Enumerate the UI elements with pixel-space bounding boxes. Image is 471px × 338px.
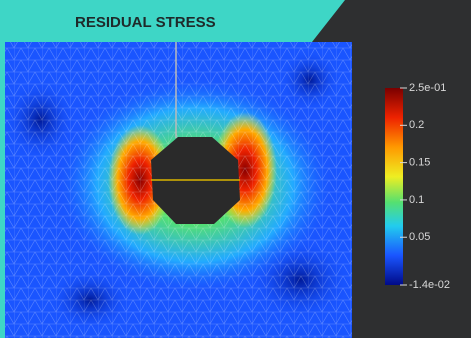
accent-strip — [0, 0, 5, 338]
colorbar-tick-label: 0.2 — [409, 119, 424, 131]
title: RESIDUAL STRESS — [75, 14, 216, 31]
colorbar-tick-label: -1.4e-02 — [409, 279, 450, 291]
colorbar-tick-label: 0.15 — [409, 157, 430, 169]
colorbar — [385, 88, 403, 285]
colorbar-tick-label: 2.5e-01 — [409, 82, 446, 94]
colorbar-tick-label: 0.05 — [409, 231, 430, 243]
stress-plot — [5, 42, 352, 338]
title-banner — [0, 0, 345, 42]
colorbar-tick-label: 0.1 — [409, 194, 424, 206]
